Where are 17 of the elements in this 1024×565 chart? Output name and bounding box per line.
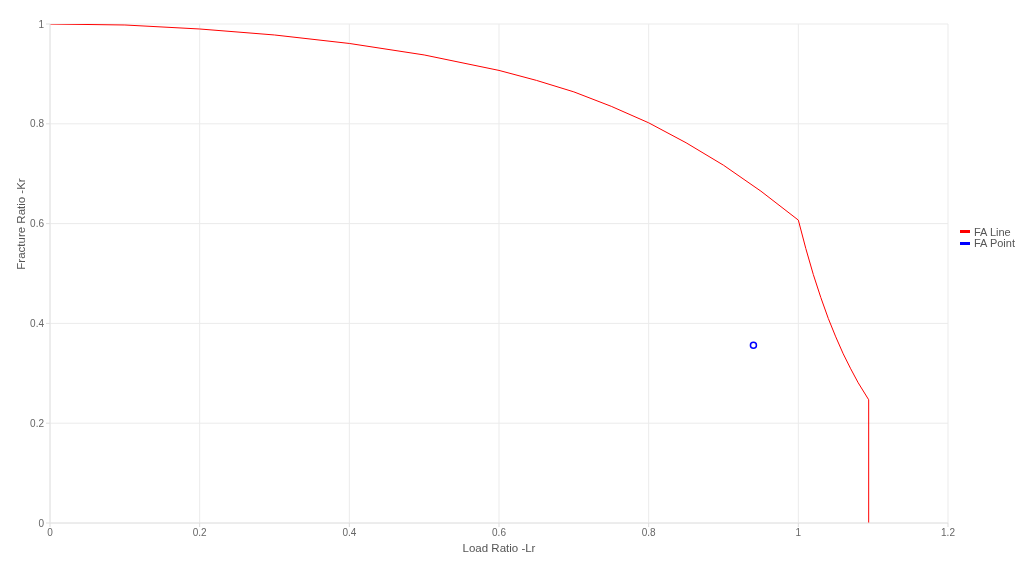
y-tick-label: 0.2 [30,417,45,429]
y-axis-title: Fracture Ratio -Kr [15,178,27,270]
y-tick-label: 0.8 [30,118,45,130]
x-tick-label: 0.6 [492,527,507,539]
y-tick-label: 0 [38,517,45,529]
x-tick-label: 1.2 [941,527,956,539]
x-tick-label: 0 [47,527,54,539]
y-tick-label: 0.4 [30,317,45,329]
x-axis-title: Load Ratio -Lr [462,542,536,554]
x-tick-label: 0.8 [641,527,657,539]
x-tick-label: 0.4 [342,527,357,539]
x-tick-label: 0.2 [192,527,208,539]
x-tick-label: 1 [795,527,802,539]
y-tick-label: 0.6 [30,218,45,230]
legend-label: FA Point [974,237,1015,250]
y-tick-label: 1 [38,18,45,30]
legend-label: FA Line [974,225,1011,238]
